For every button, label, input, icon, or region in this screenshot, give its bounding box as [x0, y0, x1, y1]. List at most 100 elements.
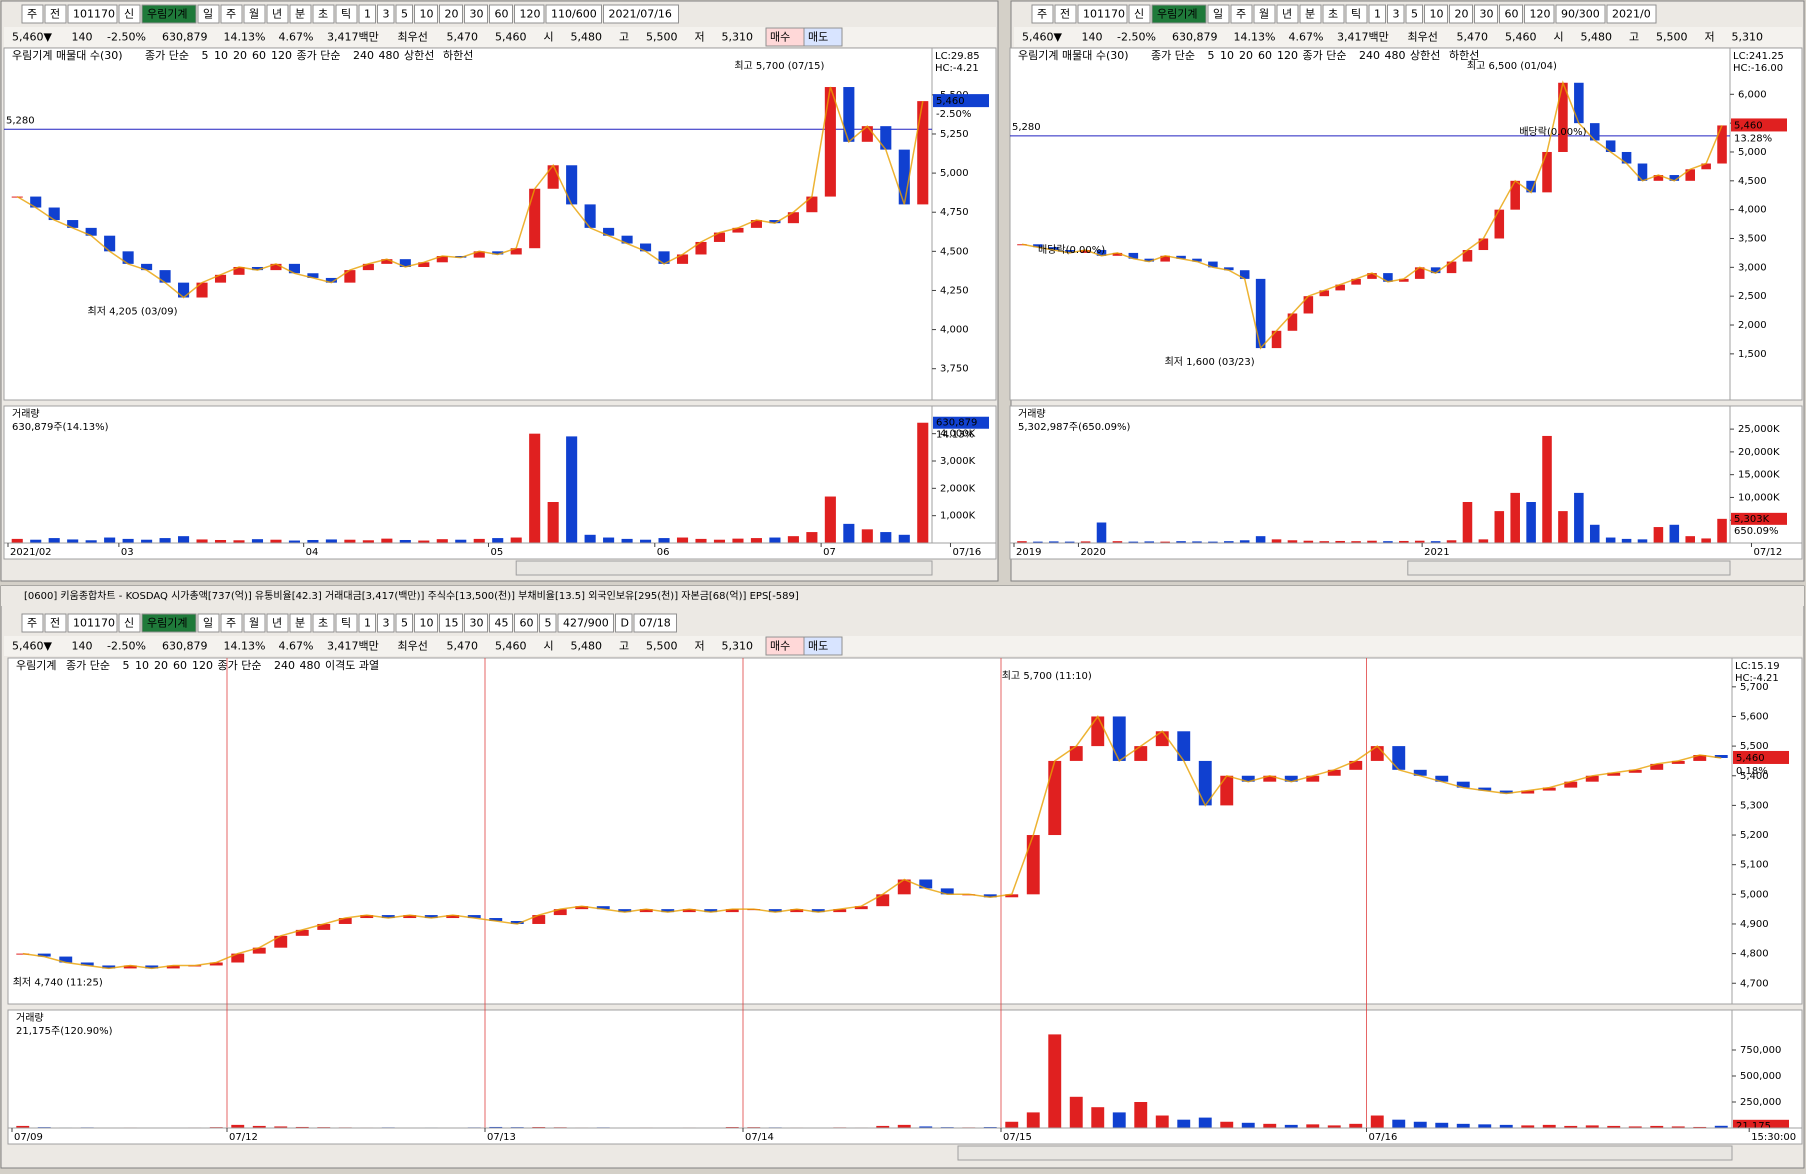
toolbar-button[interactable] [464, 4, 488, 24]
toolbar-button[interactable] [67, 4, 118, 24]
toolbar-label[interactable]: 5 [401, 8, 408, 21]
toolbar-button[interactable] [514, 613, 538, 633]
toolbar-label[interactable]: 전 [50, 617, 60, 630]
toolbar-label[interactable]: 일 [1213, 7, 1223, 21]
toolbar-label[interactable]: 분 [295, 617, 305, 630]
toolbar-label[interactable]: 5 [1411, 8, 1418, 21]
toolbar-button[interactable] [118, 613, 141, 633]
toolbar-label[interactable]: 초 [1328, 8, 1338, 21]
toolbar-label[interactable]: 월 [1259, 8, 1269, 21]
toolbar-label[interactable]: 10 [1430, 8, 1444, 21]
toolbar-label[interactable]: 07/18 [639, 617, 671, 630]
toolbar-label[interactable]: 주 [226, 617, 236, 630]
toolbar-button[interactable] [1387, 4, 1405, 24]
toolbar-button[interactable] [1322, 4, 1345, 24]
toolbar-button[interactable] [514, 4, 545, 24]
toolbar-button[interactable] [414, 4, 438, 24]
toolbar-label[interactable]: 주 [27, 8, 37, 21]
toolbar-label[interactable]: 틱 [341, 617, 351, 630]
toolbar-button[interactable] [44, 613, 67, 633]
toolbar-button[interactable] [489, 613, 513, 633]
toolbar-button[interactable] [615, 613, 633, 633]
toolbar-label[interactable]: 우림기계 [147, 8, 187, 21]
toolbar-label[interactable]: 1 [1374, 8, 1381, 21]
toolbar-button[interactable] [358, 613, 376, 633]
toolbar-button[interactable] [1474, 4, 1498, 24]
toolbar-button[interactable] [141, 4, 197, 24]
toolbar-button[interactable] [44, 4, 67, 24]
toolbar-label[interactable]: 주 [1037, 8, 1047, 21]
toolbar-label[interactable]: 3 [1393, 8, 1400, 21]
toolbar-label[interactable]: 월 [249, 8, 259, 21]
toolbar-button[interactable] [545, 4, 602, 24]
toolbar-button[interactable] [1230, 4, 1253, 24]
toolbar-button[interactable] [1405, 4, 1423, 24]
toolbar-label[interactable]: 1 [364, 617, 371, 630]
toolbar-button[interactable] [464, 613, 488, 633]
toolbar-label[interactable]: 신 [124, 8, 134, 21]
info-text[interactable]: 매도 [808, 31, 828, 44]
toolbar-label[interactable]: 30 [470, 8, 484, 21]
toolbar-label[interactable]: 틱 [1351, 8, 1361, 21]
toolbar-label[interactable]: 5 [545, 617, 552, 630]
toolbar-button[interactable] [603, 4, 679, 24]
toolbar-label[interactable]: 30 [1480, 8, 1494, 21]
toolbar-label[interactable]: 분 [1305, 8, 1315, 21]
toolbar-label[interactable]: 5 [401, 617, 408, 630]
toolbar-label[interactable]: 우림기계 [147, 617, 187, 630]
toolbar-button[interactable] [67, 613, 118, 633]
toolbar-button[interactable] [21, 4, 44, 24]
toolbar-label[interactable]: 15 [445, 617, 459, 630]
scrollbar[interactable] [1407, 560, 1731, 576]
toolbar-button[interactable] [312, 4, 335, 24]
toolbar-button[interactable] [1499, 4, 1523, 24]
toolbar-button[interactable] [414, 613, 438, 633]
toolbar-label[interactable]: 20 [445, 8, 459, 21]
toolbar-label[interactable]: 10 [420, 617, 434, 630]
info-text[interactable]: 매도 [808, 640, 828, 653]
toolbar-label[interactable]: 전 [50, 8, 60, 21]
info-text[interactable]: 매수 [770, 31, 790, 44]
toolbar-button[interactable] [220, 4, 243, 24]
toolbar-button[interactable] [1424, 4, 1448, 24]
toolbar-label[interactable]: 년 [272, 8, 282, 21]
toolbar-label[interactable]: 신 [1134, 8, 1144, 21]
toolbar-button[interactable] [1368, 4, 1386, 24]
toolbar-button[interactable] [358, 4, 376, 24]
toolbar-button[interactable] [539, 613, 557, 633]
toolbar-label[interactable]: 110/600 [551, 8, 597, 21]
toolbar-button[interactable] [1151, 4, 1207, 24]
toolbar-label[interactable]: 120 [520, 8, 541, 21]
scrollbar[interactable] [957, 1145, 1733, 1161]
toolbar-button[interactable] [633, 613, 677, 633]
toolbar-label[interactable]: 일 [203, 7, 213, 21]
toolbar-label[interactable]: D [621, 617, 629, 630]
toolbar-button[interactable] [439, 4, 463, 24]
toolbar-button[interactable] [439, 613, 463, 633]
toolbar-button[interactable] [141, 613, 197, 633]
toolbar-button[interactable] [1031, 4, 1054, 24]
toolbar-button[interactable] [1276, 4, 1299, 24]
toolbar-label[interactable]: 3 [383, 8, 390, 21]
toolbar-button[interactable] [1077, 4, 1128, 24]
toolbar-label[interactable]: 일 [203, 616, 213, 630]
toolbar-label[interactable]: 30 [470, 617, 484, 630]
toolbar-label[interactable]: 101170 [73, 617, 115, 630]
toolbar-label[interactable]: 주 [226, 8, 236, 21]
scrollbar[interactable] [515, 560, 933, 576]
toolbar-button[interactable] [243, 4, 266, 24]
toolbar-label[interactable]: 분 [295, 8, 305, 21]
toolbar-button[interactable] [395, 4, 413, 24]
toolbar-button[interactable] [118, 4, 141, 24]
toolbar-label[interactable]: 60 [520, 617, 534, 630]
toolbar-label[interactable]: 신 [124, 617, 134, 630]
toolbar-label[interactable]: 120 [1530, 8, 1551, 21]
toolbar-button[interactable] [1128, 4, 1151, 24]
toolbar-button[interactable] [1524, 4, 1555, 24]
toolbar-label[interactable]: 년 [272, 617, 282, 630]
toolbar-button[interactable] [395, 613, 413, 633]
toolbar-button[interactable] [1555, 4, 1606, 24]
toolbar-button[interactable] [220, 613, 243, 633]
toolbar-label[interactable]: 2021/07/16 [609, 8, 672, 21]
toolbar-label[interactable]: 427/900 [563, 617, 609, 630]
